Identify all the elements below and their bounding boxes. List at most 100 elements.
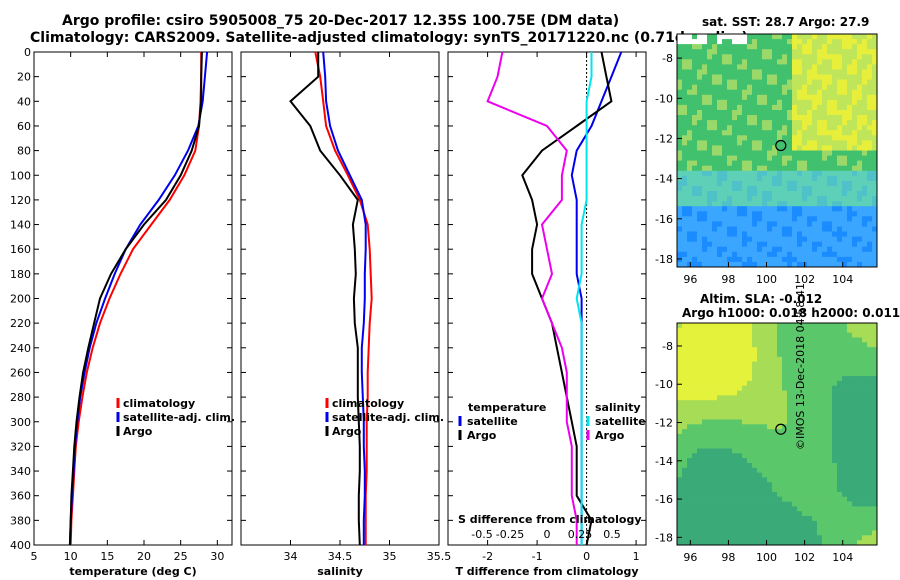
- map-cell: [842, 448, 848, 454]
- map-cell: [857, 371, 863, 377]
- map-cell: [727, 261, 733, 268]
- map-cell: [817, 135, 823, 141]
- map-cell: [812, 110, 818, 116]
- map-cell: [797, 165, 803, 172]
- map-cell: [732, 99, 738, 106]
- map-cell: [862, 520, 868, 527]
- map-cell: [872, 419, 878, 425]
- salinity-series-argo: [289, 52, 361, 546]
- map-cell: [857, 434, 863, 440]
- map-cell: [777, 251, 783, 258]
- map-cell: [867, 34, 873, 40]
- map-cell: [732, 342, 738, 348]
- map-cell: [707, 196, 713, 202]
- map-cell: [687, 69, 693, 75]
- map-cell: [857, 376, 863, 382]
- map-cell: [712, 453, 718, 459]
- map-cell: [802, 448, 808, 454]
- map-cell: [757, 256, 763, 263]
- map-cell: [847, 206, 853, 212]
- map-cell: [852, 231, 858, 237]
- map-cell: [707, 125, 713, 131]
- map-cell: [832, 206, 838, 212]
- map-cell: [692, 487, 698, 493]
- map-cell: [752, 323, 758, 329]
- map-cell: [677, 337, 683, 343]
- map-cell: [872, 180, 878, 187]
- map-cell: [722, 135, 728, 141]
- map-cell: [692, 530, 698, 536]
- map-cell: [712, 419, 718, 425]
- map-cell: [777, 380, 783, 387]
- sla_map-x-tick-label: 96: [683, 551, 697, 564]
- map-cell: [747, 337, 753, 343]
- map-cell: [817, 44, 823, 50]
- map-cell: [742, 165, 748, 172]
- map-cell: [697, 211, 703, 217]
- map-cell: [822, 467, 828, 473]
- map-cell: [727, 241, 733, 248]
- map-cell: [717, 175, 723, 182]
- map-cell: [777, 496, 783, 502]
- map-cell: [727, 251, 733, 258]
- map-cell: [692, 110, 698, 116]
- map-cell: [727, 511, 733, 517]
- map-cell: [797, 246, 803, 253]
- map-cell: [802, 115, 808, 121]
- map-cell: [867, 409, 873, 416]
- map-cell: [752, 155, 758, 162]
- map-cell: [732, 458, 738, 464]
- map-cell: [702, 104, 708, 111]
- map-cell: [862, 201, 868, 207]
- map-cell: [712, 246, 718, 253]
- map-cell: [732, 516, 738, 522]
- map-cell: [837, 390, 843, 396]
- map-cell: [817, 419, 823, 425]
- map-cell: [687, 160, 693, 167]
- map-cell: [767, 135, 773, 141]
- map-cell: [872, 429, 878, 435]
- map-cell: [697, 140, 703, 146]
- map-cell: [767, 352, 773, 358]
- temperature-series-argo: [68, 51, 203, 546]
- map-cell: [772, 79, 778, 86]
- map-cell: [817, 170, 823, 177]
- map-cell: [682, 54, 688, 60]
- map-cell: [752, 231, 758, 237]
- map-cell: [807, 94, 813, 101]
- map-cell: [737, 400, 743, 406]
- map-cell: [717, 94, 723, 101]
- map-cell: [777, 104, 783, 111]
- map-cell: [857, 69, 863, 75]
- map-cell: [682, 115, 688, 121]
- map-cell: [732, 347, 738, 353]
- map-cell: [822, 356, 828, 362]
- map-cell: [767, 409, 773, 416]
- map-cell: [717, 342, 723, 348]
- map-cell: [812, 506, 818, 512]
- map-cell: [817, 34, 823, 40]
- map-cell: [852, 49, 858, 55]
- map-cell: [782, 530, 788, 536]
- map-cell: [797, 256, 803, 263]
- map-cell: [867, 64, 873, 70]
- map-cell: [777, 201, 783, 207]
- map-cell: [782, 337, 788, 343]
- map-cell: [857, 115, 863, 121]
- map-cell: [812, 487, 818, 493]
- map-cell: [817, 516, 823, 522]
- map-cell: [802, 496, 808, 502]
- map-cell: [757, 438, 763, 444]
- map-cell: [772, 191, 778, 197]
- map-cell: [697, 337, 703, 343]
- map-cell: [862, 487, 868, 493]
- map-cell: [697, 491, 703, 498]
- map-cell: [807, 125, 813, 131]
- map-cell: [722, 516, 728, 522]
- map-cell: [847, 251, 853, 258]
- sla_map-x-tick-label: 102: [794, 551, 815, 564]
- map-cell: [867, 180, 873, 187]
- map-cell: [772, 516, 778, 522]
- map-cell: [757, 201, 763, 207]
- map-cell: [762, 246, 768, 253]
